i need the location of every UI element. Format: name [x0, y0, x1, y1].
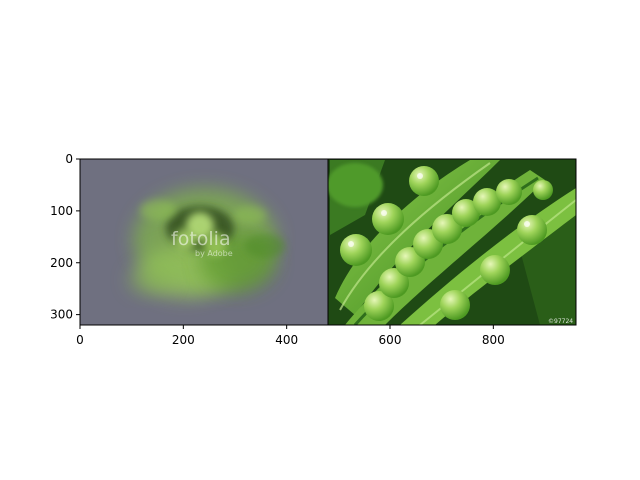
corner-copyright-mark: ©97724	[548, 318, 573, 325]
pea-pods	[328, 160, 576, 325]
x-tick-label: 0	[76, 333, 84, 347]
y-tick-label: 0	[65, 152, 73, 166]
y-tick-label: 300	[50, 308, 73, 322]
x-tick-label: 800	[482, 333, 505, 347]
fotolia-watermark: fotolia by Adobe	[171, 228, 233, 258]
watermark-sub-text: by Adobe	[195, 249, 233, 258]
y-axis: 0 100 200 300	[50, 152, 80, 322]
x-tick-label: 600	[379, 333, 402, 347]
watermark-main-text: fotolia	[171, 228, 231, 250]
x-axis: 0 200 400 600 800	[76, 325, 505, 347]
blurred-peas	[128, 188, 285, 298]
left-image-panel: fotolia by Adobe	[80, 159, 328, 325]
axes-frame	[79, 158, 577, 326]
x-tick-label: 200	[172, 333, 195, 347]
y-tick-label: 100	[50, 204, 73, 218]
y-tick-label: 200	[50, 256, 73, 270]
x-tick-label: 400	[275, 333, 298, 347]
right-image-panel: ©97724	[328, 159, 576, 325]
